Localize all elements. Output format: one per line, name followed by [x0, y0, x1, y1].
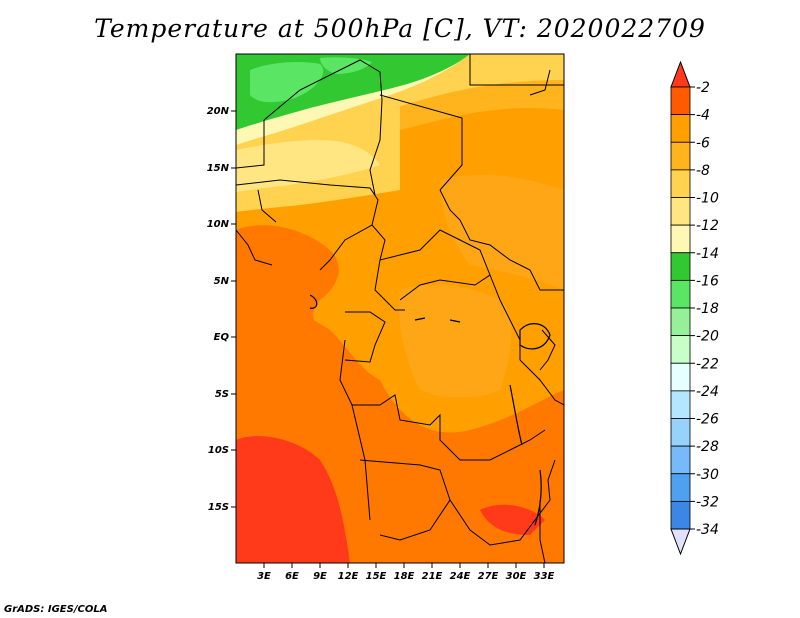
colorbar-bottom-arrow	[670, 528, 691, 556]
lon-label: 30E	[506, 571, 527, 582]
lon-label: 3E	[257, 571, 271, 582]
colorbar-label: -16	[696, 273, 719, 289]
colorbar-label: -24	[696, 384, 719, 400]
colorbar-box	[670, 141, 691, 171]
lon-label: 33E	[534, 571, 555, 582]
colorbar-labels: -2 -4 -6 -8 -10 -12 -14 -16 -18 -20 -22 -24 -26 -28 -3…	[690, 80, 719, 538]
colorbar-label: -2	[696, 80, 710, 96]
grads-credit: GrADS: IGES/COLA	[4, 604, 108, 615]
lat-label: EQ	[214, 332, 230, 343]
lat-label: 5S	[215, 389, 229, 400]
colorbar-boxes	[670, 86, 691, 530]
map-title: Temperature at 500hPa [C], VT: 202002270…	[94, 14, 706, 43]
coastlines	[309, 294, 551, 526]
colorbar-label: -28	[696, 439, 719, 455]
colorbar-box	[670, 224, 691, 254]
colorbar-label: -22	[696, 356, 719, 372]
colorbar-box	[670, 252, 691, 281]
lon-label: 18E	[394, 571, 415, 582]
lon-label: 12E	[338, 571, 359, 582]
colorbar-label: -30	[696, 467, 719, 483]
colorbar-label: -8	[696, 163, 710, 179]
lon-label: 24E	[450, 571, 471, 582]
colorbar-label: -26	[696, 412, 719, 428]
colorbar-box	[670, 362, 691, 392]
longitude-axis: 3E 6E 9E 12E 15E 18E 21E 24E 27E 30E 33E	[257, 563, 555, 582]
colorbar: -2 -4 -6 -8 -10 -12 -14 -16 -18 -20 -22 -24 -26 -28 -3…	[670, 60, 719, 556]
lat-label: 20N	[207, 106, 230, 117]
colorbar-box	[670, 169, 691, 198]
country-borders	[236, 54, 564, 563]
colorbar-box	[670, 114, 691, 143]
colorbar-box	[670, 500, 691, 530]
lon-label: 9E	[313, 571, 327, 582]
lon-label: 27E	[478, 571, 499, 582]
colorbar-label: -12	[696, 218, 719, 234]
lon-label: 21E	[422, 571, 443, 582]
colorbar-label: -6	[696, 135, 710, 151]
lon-label: 6E	[285, 571, 299, 582]
lat-label: 10N	[207, 219, 230, 230]
lat-label: 5N	[214, 276, 230, 287]
colorbar-box	[670, 473, 691, 502]
colorbar-box	[670, 197, 691, 226]
colorbar-box	[670, 307, 691, 337]
colorbar-label: -20	[696, 329, 719, 345]
latitude-axis: 20N 15N 10N 5N EQ 5S 10S 15S	[207, 106, 236, 513]
colorbar-label: -14	[696, 246, 719, 262]
colorbar-box	[670, 390, 691, 419]
colorbar-box	[670, 335, 691, 364]
colorbar-label: -4	[696, 108, 710, 124]
lat-label: 10S	[208, 445, 229, 456]
colorbar-box	[670, 445, 691, 475]
colorbar-label: -34	[696, 522, 719, 538]
lat-label: 15S	[208, 502, 229, 513]
colorbar-box	[670, 279, 691, 309]
map-frame	[235, 53, 565, 564]
colorbar-box	[670, 418, 691, 447]
colorbar-label: -18	[696, 301, 719, 317]
temperature-field	[236, 54, 564, 563]
colorbar-box	[670, 86, 691, 116]
colorbar-label: -32	[696, 494, 719, 510]
colorbar-top-arrow	[670, 60, 691, 88]
colorbar-label: -10	[696, 191, 719, 207]
lat-label: 15N	[207, 163, 230, 174]
lon-label: 15E	[366, 571, 387, 582]
